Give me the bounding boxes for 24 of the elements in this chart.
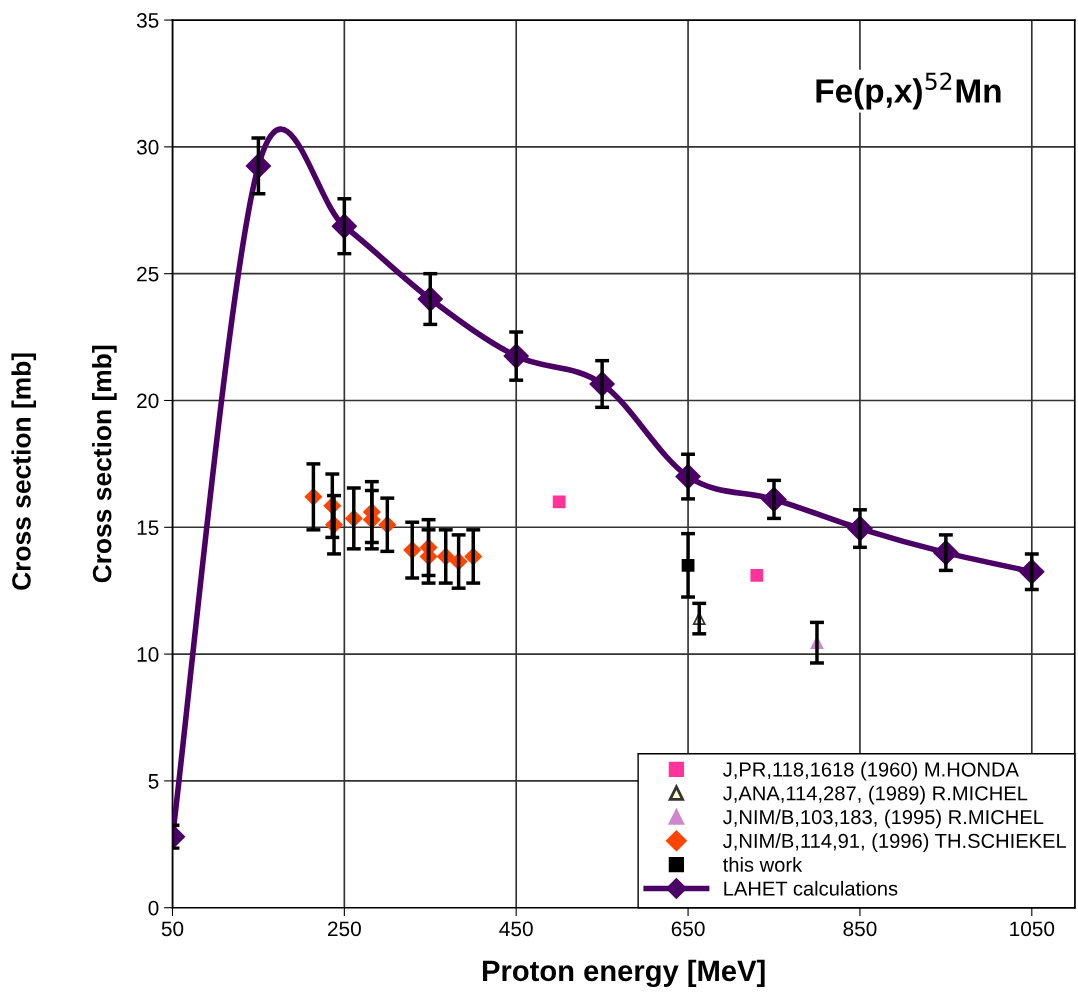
x-axis-title: Proton energy [MeV] xyxy=(482,959,765,988)
y-tick-label: 15 xyxy=(137,520,159,536)
y-tick-label: 10 xyxy=(137,647,159,662)
x-tick-label: 650 xyxy=(671,921,705,937)
x-tick-label: 50 xyxy=(161,921,184,937)
x-tick-label: 250 xyxy=(328,921,361,937)
x-tick-label: 850 xyxy=(843,921,877,937)
text: Cross section [mb] xyxy=(11,353,37,590)
y-tick-label: 5 xyxy=(148,774,159,789)
y-tick-label: 35 xyxy=(136,13,159,28)
y-axis-title: Cross section [mb] xyxy=(92,345,117,583)
legend-label: LAHET calculations xyxy=(724,880,898,896)
y-tick-label: 20 xyxy=(137,393,159,409)
legend-label: this work xyxy=(723,857,803,872)
x-tick-label: 450 xyxy=(499,921,533,937)
legend-label: J,NIM/B,103,183, (1995) R.MICHEL xyxy=(723,809,1044,829)
legend-label: J,NIM/B,114,91, (1996) TH.SCHIEKEL xyxy=(723,833,1067,853)
legend-label: J,PR,118,1618 (1960) M.HONDA xyxy=(723,761,1019,781)
y-tick-label: 0 xyxy=(148,900,159,916)
y-tick-label: 25 xyxy=(137,266,159,282)
text: Fe(p,x)$^{52}$Mn xyxy=(816,72,1001,110)
legend-label: J,ANA,114,287, (1989) R.MICHEL xyxy=(723,785,1028,805)
x-tick-label: 1050 xyxy=(1010,921,1055,937)
y-tick-label: 30 xyxy=(136,139,159,155)
